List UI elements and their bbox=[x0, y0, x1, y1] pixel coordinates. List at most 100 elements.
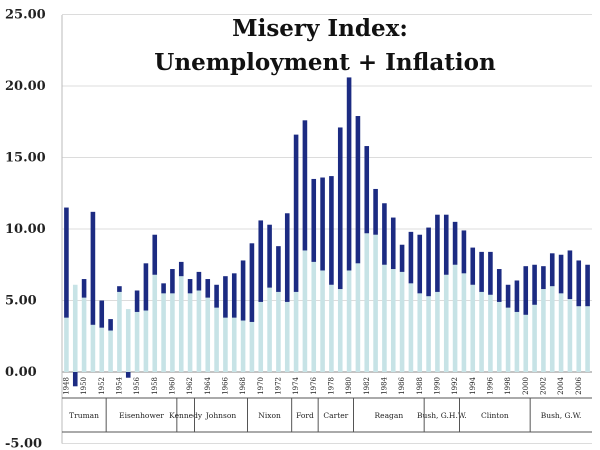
bar-inflation-1998 bbox=[505, 284, 511, 308]
bar-inflation-1960 bbox=[170, 269, 175, 294]
bar-inflation-1990 bbox=[435, 214, 440, 292]
bar-inflation-1970 bbox=[258, 220, 264, 302]
bar-unemployment-1966 bbox=[223, 317, 228, 372]
x-tick-label: 1970 bbox=[257, 377, 265, 395]
bar-inflation-1984 bbox=[382, 203, 387, 265]
bar-inflation-1994 bbox=[470, 247, 476, 285]
bar-inflation-1973 bbox=[284, 213, 290, 302]
bar-inflation-1988 bbox=[417, 234, 423, 294]
bar-inflation-1982 bbox=[364, 146, 370, 234]
bar-inflation-1997 bbox=[496, 269, 502, 302]
bar-inflation-1972 bbox=[276, 246, 281, 292]
bar-inflation-1980 bbox=[346, 77, 352, 271]
y-tick-label: 20.00 bbox=[5, 79, 46, 94]
bar-unemployment-1998 bbox=[505, 307, 511, 372]
bar-unemployment-1996 bbox=[488, 294, 493, 372]
bar-inflation-1967 bbox=[231, 273, 237, 318]
bar-unemployment-1948 bbox=[64, 317, 69, 372]
x-tick-label: 2004 bbox=[557, 376, 565, 394]
bar-unemployment-2007 bbox=[585, 306, 590, 372]
x-tick-label: 2002 bbox=[539, 377, 547, 395]
bar-unemployment-2000 bbox=[523, 314, 529, 372]
x-tick-label: 1956 bbox=[133, 376, 141, 394]
x-tick-label: 1974 bbox=[292, 376, 300, 394]
bar-unemployment-1963 bbox=[196, 290, 202, 372]
bar-unemployment-1965 bbox=[214, 307, 219, 372]
bar-inflation-1974 bbox=[293, 134, 299, 292]
bar-unemployment-1957 bbox=[143, 310, 149, 372]
x-tick-label: 1964 bbox=[204, 376, 212, 394]
bar-unemployment-1999 bbox=[514, 311, 520, 372]
bar-unemployment-1990 bbox=[435, 291, 440, 372]
bar-inflation-1979 bbox=[337, 127, 343, 290]
bar-inflation-2002 bbox=[541, 266, 546, 290]
bar-inflation-1950 bbox=[81, 279, 87, 298]
bar-unemployment-1954 bbox=[117, 291, 122, 372]
bar-inflation-1996 bbox=[488, 251, 493, 295]
bar-unemployment-1978 bbox=[329, 284, 334, 372]
bar-unemployment-1955 bbox=[125, 309, 131, 372]
gridlines bbox=[62, 14, 592, 444]
bar-unemployment-1982 bbox=[364, 233, 370, 372]
president-label: Eisenhower bbox=[119, 411, 164, 420]
bar-unemployment-2006 bbox=[576, 306, 582, 372]
x-tick-label: 1992 bbox=[451, 377, 459, 395]
bar-inflation-2000 bbox=[523, 266, 529, 315]
bar-unemployment-1994 bbox=[470, 284, 476, 372]
bar-inflation-1995 bbox=[479, 251, 484, 292]
bar-inflation-1991 bbox=[443, 214, 449, 275]
bar-inflation-1978 bbox=[329, 176, 334, 285]
bar-inflation-1965 bbox=[214, 284, 219, 308]
x-axis: 1948 1950 1952 1954 1956 1958 1960 1962 1964 1966… bbox=[62, 376, 582, 394]
president-label: Carter bbox=[323, 411, 348, 420]
x-tick-label: 1984 bbox=[380, 376, 388, 394]
x-tick-label: 1962 bbox=[186, 377, 194, 395]
bar-unemployment-2003 bbox=[549, 286, 555, 372]
bar-inflation-1955 bbox=[125, 372, 131, 378]
bar-unemployment-1967 bbox=[231, 317, 237, 372]
bar-unemployment-1960 bbox=[170, 293, 175, 372]
president-label: Clinton bbox=[481, 411, 509, 420]
bar-inflation-1975 bbox=[302, 120, 308, 251]
bar-unemployment-1970 bbox=[258, 301, 264, 372]
bar-unemployment-1976 bbox=[311, 261, 317, 372]
bar-inflation-2001 bbox=[532, 264, 537, 305]
bar-inflation-1971 bbox=[267, 224, 272, 288]
bar-unemployment-1977 bbox=[320, 270, 325, 372]
x-tick-label: 1976 bbox=[310, 376, 318, 394]
bar-inflation-1959 bbox=[161, 283, 166, 294]
president-labels: Truman Eisenhower Kennedy Johnson Nixon Ford C… bbox=[62, 397, 592, 433]
bar-unemployment-1959 bbox=[161, 293, 166, 372]
bar-unemployment-1968 bbox=[240, 320, 246, 372]
x-tick-label: 1960 bbox=[168, 377, 176, 395]
bar-inflation-1985 bbox=[390, 217, 396, 270]
y-tick-label: 10.00 bbox=[5, 222, 46, 237]
bar-unemployment-2001 bbox=[532, 304, 537, 372]
x-tick-label: 1990 bbox=[433, 377, 441, 395]
x-tick-label: 1952 bbox=[98, 377, 106, 395]
y-tick-label: 5.00 bbox=[5, 294, 37, 309]
bar-unemployment-1950 bbox=[81, 297, 87, 372]
x-tick-label: 1998 bbox=[504, 377, 512, 395]
bar-inflation-1953 bbox=[108, 319, 113, 331]
x-tick-label: 1980 bbox=[345, 377, 353, 395]
president-label: Bush, G.H.W. bbox=[417, 411, 467, 420]
bar-inflation-1968 bbox=[240, 260, 246, 321]
president-label: Bush, G.W. bbox=[541, 411, 582, 420]
bar-inflation-2005 bbox=[567, 250, 573, 300]
bar-unemployment-1983 bbox=[373, 234, 378, 372]
bar-unemployment-1973 bbox=[284, 301, 290, 372]
bar-inflation-1976 bbox=[311, 178, 317, 262]
president-label: Ford bbox=[296, 411, 314, 420]
bar-unemployment-1962 bbox=[187, 293, 193, 372]
president-label: Kennedy bbox=[169, 411, 203, 420]
president-label: Nixon bbox=[258, 411, 281, 420]
bar-unemployment-1984 bbox=[382, 264, 387, 372]
x-tick-label: 1996 bbox=[486, 376, 494, 394]
y-tick-label: 0.00 bbox=[5, 365, 37, 380]
bar-unemployment-1995 bbox=[479, 291, 484, 372]
bar-unemployment-1986 bbox=[399, 271, 405, 372]
bar-inflation-2003 bbox=[549, 253, 555, 287]
bar-inflation-2006 bbox=[576, 260, 582, 307]
